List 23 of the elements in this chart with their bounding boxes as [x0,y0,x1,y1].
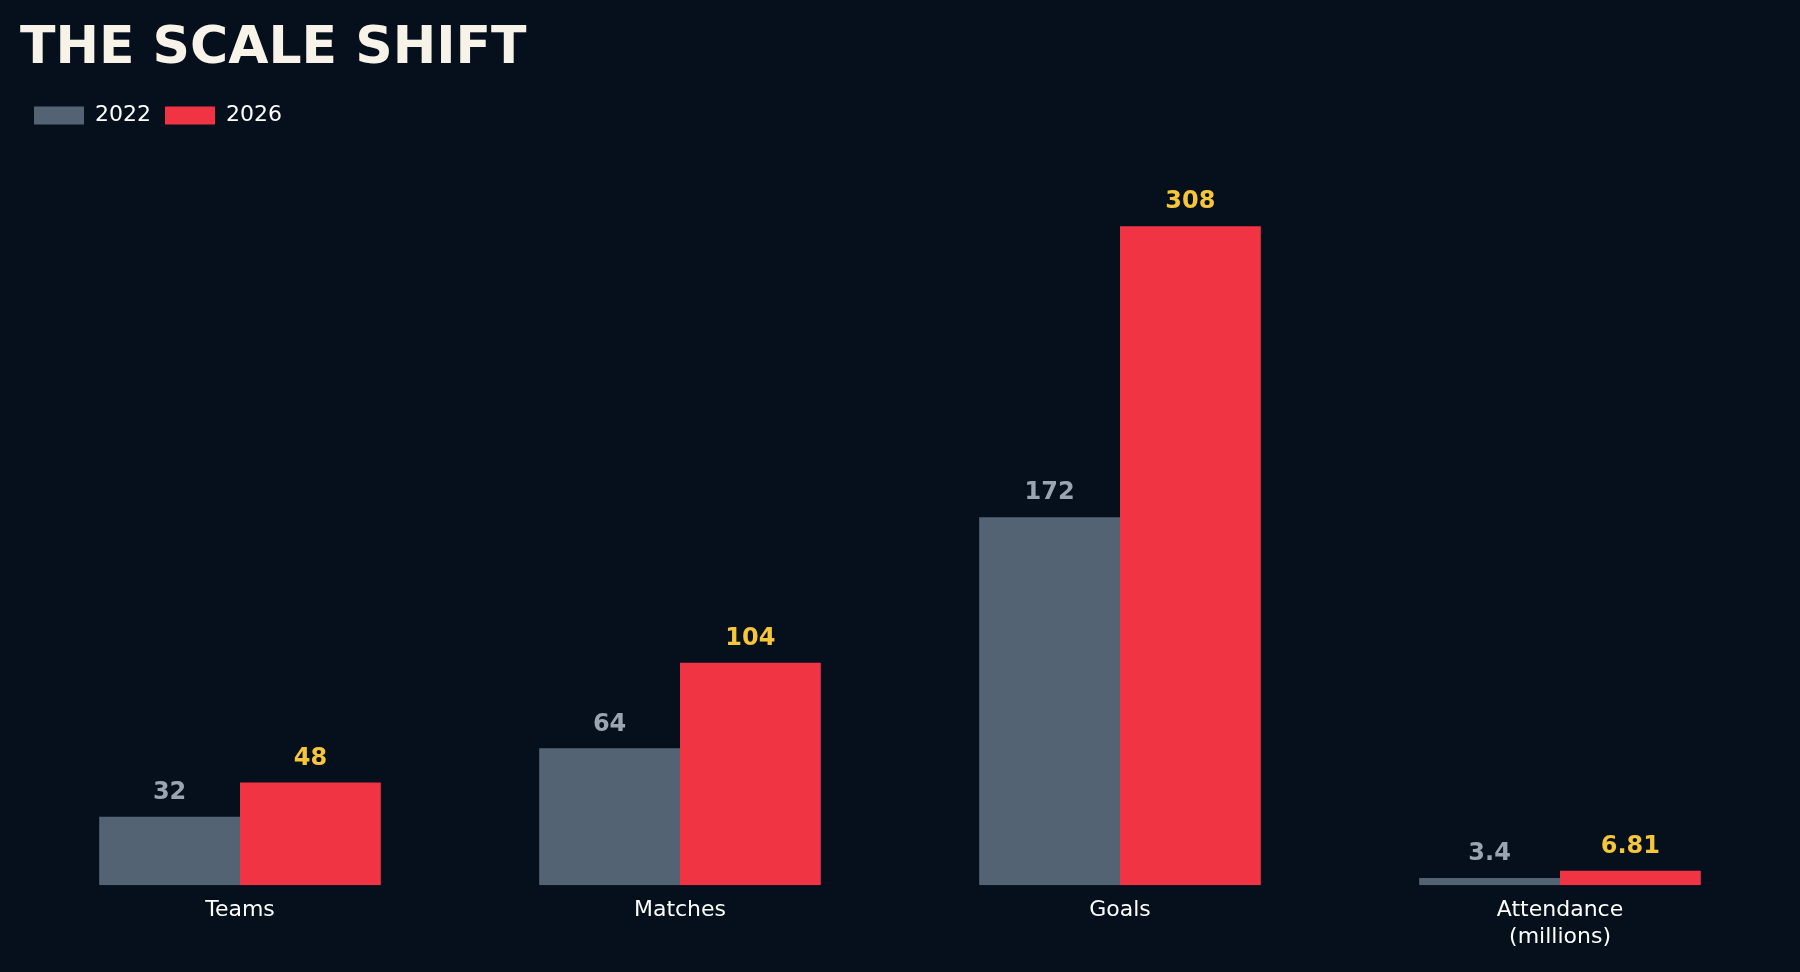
bar [1120,226,1261,886]
bar [240,782,381,886]
legend-label: 2026 [225,101,282,127]
x-tick-label: Attendance (millions) [1496,896,1624,948]
data-label: 172 [1024,477,1075,506]
data-label: 32 [152,776,187,805]
x-tick-label: Teams [204,896,275,922]
bar [979,517,1120,886]
data-label: 6.81 [1600,830,1661,859]
bar [99,816,240,886]
data-label: 3.4 [1468,838,1511,867]
data-label: 48 [293,742,328,771]
data-label: 104 [725,622,776,651]
bar [1419,877,1560,886]
data-label: 64 [592,708,627,737]
x-tick-label: Matches [633,896,727,922]
legend-label: 2022 [95,101,151,127]
chart-title: THE SCALE SHIFT [20,14,528,75]
bar [680,662,821,886]
x-tick-label: Goals [1089,896,1151,922]
data-label: 308 [1165,186,1216,215]
bar [539,748,680,886]
bar [1560,870,1701,886]
